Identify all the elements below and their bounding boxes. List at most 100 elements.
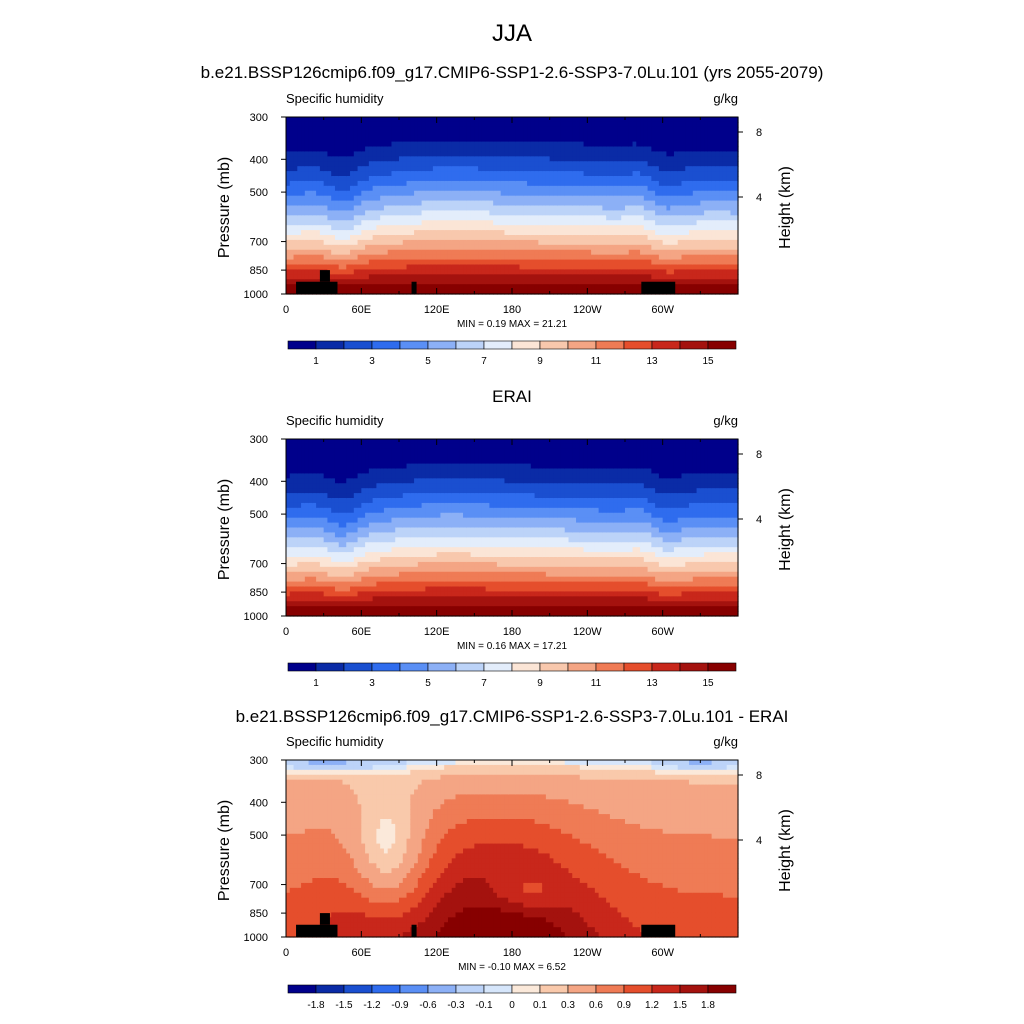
field-cell (323, 244, 329, 251)
field-cell (602, 244, 607, 251)
field-cell (658, 210, 664, 216)
field-cell (493, 244, 498, 251)
field-cell (534, 117, 539, 123)
field-cell (406, 166, 411, 172)
field-cell (414, 126, 419, 133)
field-cell (304, 463, 310, 470)
field-cell (316, 156, 321, 162)
field-cell (410, 195, 415, 202)
field-cell (304, 171, 310, 177)
field-cell (440, 131, 445, 138)
field-cell (508, 269, 513, 275)
field-cell (681, 180, 686, 187)
field-cell (342, 210, 347, 216)
field-cell (496, 156, 502, 162)
field-cell (504, 200, 509, 207)
field-cell (293, 522, 298, 529)
field-cell (613, 131, 619, 138)
field-cell (372, 205, 377, 212)
field-cell (666, 161, 671, 167)
field-cell (609, 136, 615, 143)
field-cell (542, 205, 547, 212)
field-cell (485, 230, 490, 236)
field-cell (677, 284, 683, 290)
field-cell (342, 502, 347, 509)
field-cell (455, 235, 460, 241)
field-cell (606, 254, 611, 261)
field-cell (515, 180, 521, 187)
field-cell (632, 225, 637, 231)
field-cell (372, 180, 377, 187)
field-cell (692, 239, 698, 246)
field-cell (346, 180, 351, 187)
field-cell (560, 230, 566, 236)
field-cell (598, 156, 603, 162)
field-cell (617, 136, 622, 143)
field-cell (319, 126, 325, 133)
field-cell (719, 215, 724, 221)
field-cell (293, 136, 298, 143)
field-cell (286, 200, 291, 207)
field-cell (350, 180, 355, 187)
field-cell (591, 185, 596, 192)
field-cell (707, 195, 713, 202)
field-cell (459, 210, 464, 216)
field-cell (564, 220, 570, 226)
field-cell (383, 185, 389, 192)
field-cell (692, 151, 698, 157)
field-cell (707, 136, 713, 143)
field-cell (304, 557, 310, 563)
field-cell (361, 244, 366, 251)
field-cell (719, 171, 724, 177)
min-max-stats: MIN = 0.19 MAX = 21.21 (457, 319, 567, 330)
field-cell (425, 136, 430, 143)
field-cell (493, 259, 498, 266)
field-cell (466, 156, 472, 162)
field-cell (617, 235, 622, 241)
field-cell (576, 259, 581, 266)
field-cell (707, 264, 713, 271)
field-cell (414, 230, 419, 236)
field-cell (387, 146, 393, 153)
field-cell (440, 220, 445, 226)
field-cell (399, 117, 404, 123)
field-cell (560, 185, 566, 192)
field-cell (496, 171, 502, 177)
field-cell (542, 141, 547, 148)
field-cell (455, 121, 460, 128)
field-cell (387, 249, 393, 256)
field-cell (293, 517, 298, 524)
field-cell (726, 166, 732, 172)
field-cell (451, 279, 457, 285)
field-cell (319, 141, 325, 148)
field-cell (534, 284, 539, 290)
field-cell (331, 606, 336, 612)
field-cell (553, 117, 558, 123)
field-cell (700, 289, 705, 295)
field-cell (591, 141, 596, 148)
field-cell (293, 586, 298, 593)
field-cell (293, 185, 298, 192)
field-cell (361, 249, 366, 256)
field-cell (331, 468, 336, 475)
field-cell (331, 586, 336, 593)
field-cell (719, 225, 724, 231)
field-cell (301, 171, 306, 177)
field-cell (353, 284, 359, 290)
field-cell (301, 507, 306, 514)
field-cell (297, 557, 302, 563)
field-cell (512, 274, 517, 280)
field-cell (470, 225, 475, 231)
field-cell (319, 210, 325, 216)
field-cell (301, 200, 306, 207)
field-cell (331, 502, 336, 509)
field-cell (338, 136, 344, 143)
field-cell (704, 166, 709, 172)
field-cell (632, 131, 637, 138)
field-cell (365, 180, 370, 187)
field-cell (576, 156, 581, 162)
field-cell (625, 205, 630, 212)
field-cell (587, 225, 592, 231)
field-cell (617, 259, 622, 266)
field-cell (504, 141, 509, 148)
